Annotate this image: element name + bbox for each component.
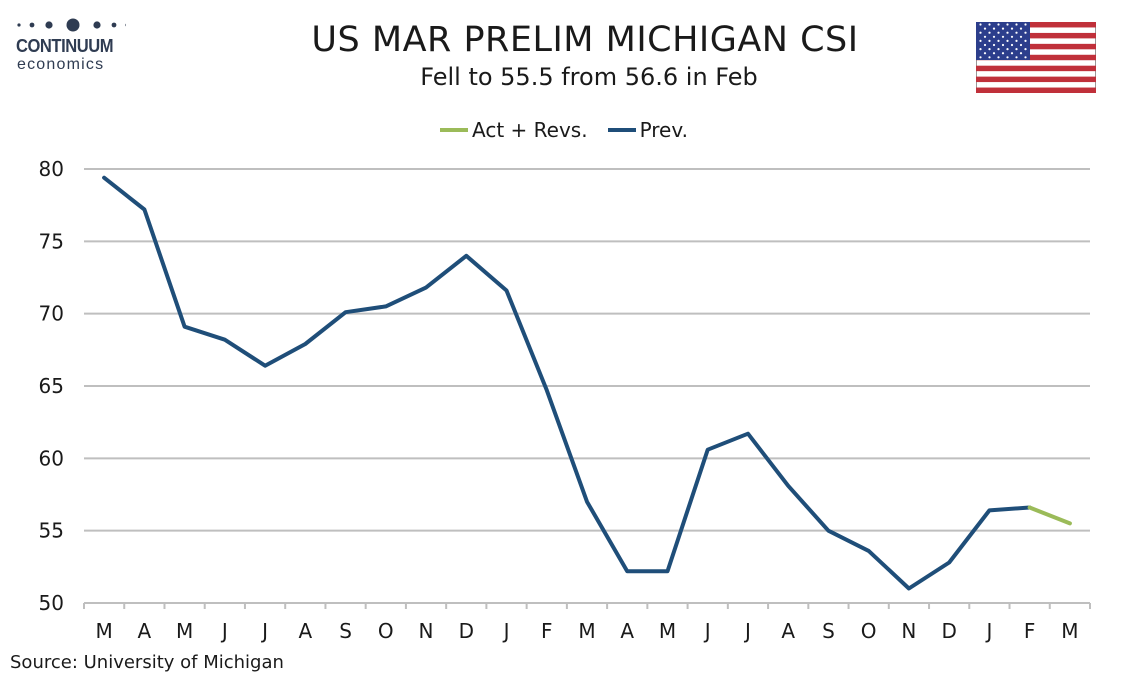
y-tick-label-70: 70 — [39, 302, 64, 326]
x-tick-label-14: M — [659, 619, 676, 643]
source-note: Source: University of Michigan — [10, 652, 284, 673]
x-tick-label-19: O — [861, 619, 877, 643]
x-tick-label-13: A — [620, 619, 634, 643]
x-tick-label-12: M — [578, 619, 595, 643]
x-tick-label-1: A — [138, 619, 152, 643]
x-tick-label-0: M — [95, 619, 112, 643]
x-tick-label-3: J — [220, 619, 228, 643]
series-line-prev — [102, 175, 1032, 591]
legend-label-act: Act + Revs. — [472, 118, 588, 142]
series-line-act-revs — [1027, 505, 1072, 526]
chart-legend: Act + Revs. Prev. — [440, 118, 708, 142]
x-tick-label-9: D — [459, 619, 474, 643]
x-tick-label-21: D — [941, 619, 956, 643]
logo-brand: CONTINUUM — [16, 36, 114, 56]
y-tick-label-60: 60 — [39, 446, 64, 470]
continuum-logo: CONTINUUM economics — [14, 14, 134, 78]
x-tick-label-24: M — [1061, 619, 1078, 643]
x-tick-label-16: J — [743, 619, 751, 643]
x-tick-label-17: A — [781, 619, 795, 643]
legend-label-prev: Prev. — [639, 118, 688, 142]
x-tick-label-20: N — [901, 619, 916, 643]
legend-swatch-prev — [607, 128, 636, 132]
x-tick-label-22: J — [984, 619, 992, 643]
logo-subtitle: economics — [17, 56, 105, 73]
y-tick-label-65: 65 — [39, 374, 64, 398]
y-tick-label-55: 55 — [39, 519, 64, 543]
chart-subtitle: Fell to 55.5 from 56.6 in Feb — [420, 63, 758, 91]
legend-item-prev: Prev. — [607, 118, 688, 142]
x-tick-label-18: S — [822, 619, 835, 643]
legend-swatch-act — [440, 128, 468, 132]
logo-dots-icon — [17, 18, 126, 32]
x-tick-label-23: F — [1024, 619, 1036, 643]
y-tick-label-80: 80 — [39, 157, 64, 181]
y-tick-label-50: 50 — [39, 591, 64, 615]
x-tick-label-11: F — [541, 619, 553, 643]
x-tick-label-8: N — [419, 619, 434, 643]
x-tick-label-2: M — [176, 619, 193, 643]
chart-title: US MAR PRELIM MICHIGAN CSI — [311, 20, 859, 60]
x-tick-label-4: J — [260, 619, 268, 643]
x-tick-label-15: J — [703, 619, 711, 643]
x-tick-label-7: O — [378, 619, 394, 643]
legend-item-act: Act + Revs. — [440, 118, 588, 142]
x-tick-label-6: S — [339, 619, 352, 643]
x-tick-label-5: A — [298, 619, 312, 643]
us-flag-icon — [976, 22, 1096, 93]
y-tick-label-75: 75 — [39, 229, 64, 253]
x-tick-label-10: J — [502, 619, 510, 643]
